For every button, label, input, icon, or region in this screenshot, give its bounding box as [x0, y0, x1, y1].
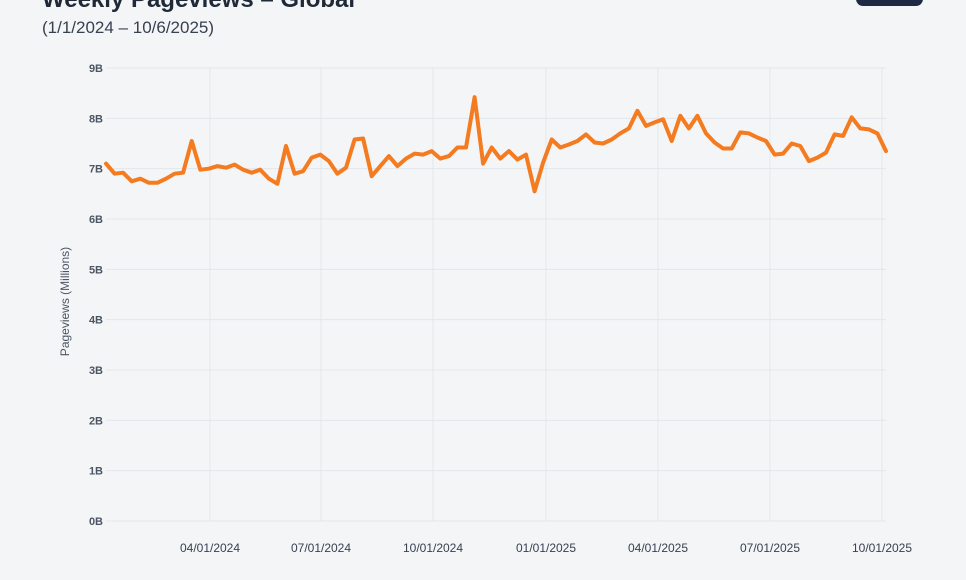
y-tick-label: 1B — [89, 466, 103, 478]
x-tick-label: 10/01/2024 — [403, 541, 463, 555]
y-tick-label: 6B — [89, 214, 103, 226]
chart-title: Weekly Pageviews – Global — [42, 0, 355, 14]
y-tick-label: 4B — [89, 315, 103, 327]
y-tick-label: 7B — [89, 164, 103, 176]
pageviews-series-line — [104, 95, 888, 194]
x-tick-label: 04/01/2024 — [180, 541, 240, 555]
y-tick-label: 2B — [89, 415, 103, 427]
y-tick-label: 8B — [89, 113, 103, 125]
y-axis-title: Pageviews (Millions) — [58, 247, 72, 356]
menu-button[interactable] — [856, 0, 923, 6]
y-tick-label: 0B — [89, 516, 103, 528]
x-tick-label: 04/01/2025 — [628, 541, 688, 555]
y-tick-label: 3B — [89, 365, 103, 377]
y-tick-label: 9B — [89, 63, 103, 75]
x-tick-label: 07/01/2025 — [740, 541, 800, 555]
x-tick-label: 10/01/2025 — [852, 541, 912, 555]
chart-subtitle: (1/1/2024 – 10/6/2025) — [42, 18, 215, 37]
x-tick-label: 01/01/2025 — [516, 541, 576, 555]
y-tick-label: 5B — [89, 264, 103, 276]
x-tick-label: 07/01/2024 — [291, 541, 351, 555]
